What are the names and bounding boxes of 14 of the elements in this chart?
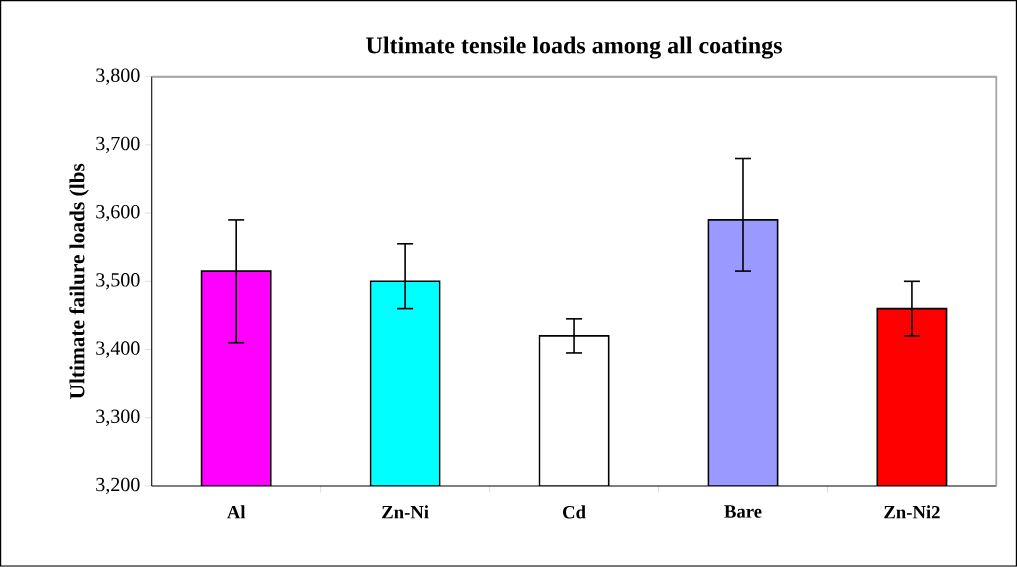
- y-tick-label: 3,600: [96, 205, 140, 222]
- y-tick-label: 3,700: [96, 136, 140, 154]
- x-tick-label: Cd: [563, 505, 586, 519]
- chart-title: Ultimate tensile loads among all coatings: [366, 36, 782, 59]
- x-tick-label: Zn-Ni: [382, 505, 429, 519]
- y-axis-title: Ultimate failure loads (lbs: [69, 163, 89, 400]
- y-tick-label: 3,300: [96, 409, 140, 427]
- y-tick-label: 3,400: [96, 341, 140, 358]
- y-tick-label: 3,800: [96, 68, 140, 86]
- x-tick-label: Bare: [724, 505, 762, 518]
- y-tick-label: 3,200: [96, 477, 140, 495]
- y-tick-label: 3,500: [96, 273, 140, 290]
- x-tick-label: Zn-Ni2: [884, 505, 940, 519]
- x-tick-label: Al: [227, 505, 246, 519]
